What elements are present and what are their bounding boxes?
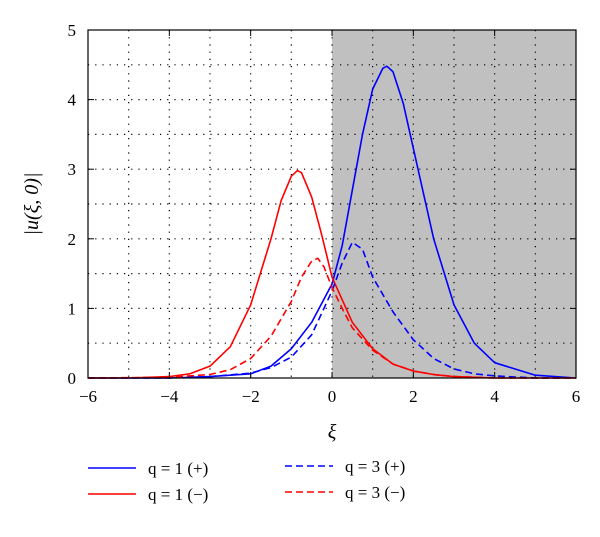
y-tick-label: 0 [68,369,77,388]
x-tick-label: −6 [79,387,97,406]
x-tick-label: 0 [328,387,337,406]
x-tick-label: −2 [242,387,260,406]
y-tick-label: 3 [68,160,77,179]
y-tick-label: 1 [68,299,77,318]
x-tick-label: 6 [572,387,581,406]
y-tick-label: 5 [68,21,77,40]
x-axis-label: ξ [328,421,337,443]
series-line-4 [87,257,576,379]
series-line-3 [88,241,576,379]
plot-area: −6 −4 −2 0 2 4 6 0 1 2 3 4 5 ξ |u(ξ, 0)| [21,21,580,443]
x-tick-label: −4 [160,387,179,406]
legend-label-3: q = 3 (+) [345,457,405,476]
legend-label-1: q = 1 (+) [148,459,208,478]
legend: q = 1 (+) q = 1 (−) q = 3 (+) q = 3 (−) [88,457,405,504]
y-tick-label: 2 [68,230,77,249]
y-tick-label: 4 [68,91,77,110]
legend-label-2: q = 1 (−) [148,485,208,504]
x-tick-label: 2 [409,387,418,406]
legend-label-4: q = 3 (−) [345,483,405,502]
x-tick-label: 4 [490,387,499,406]
y-axis-label: |u(ξ, 0)| [21,173,43,236]
